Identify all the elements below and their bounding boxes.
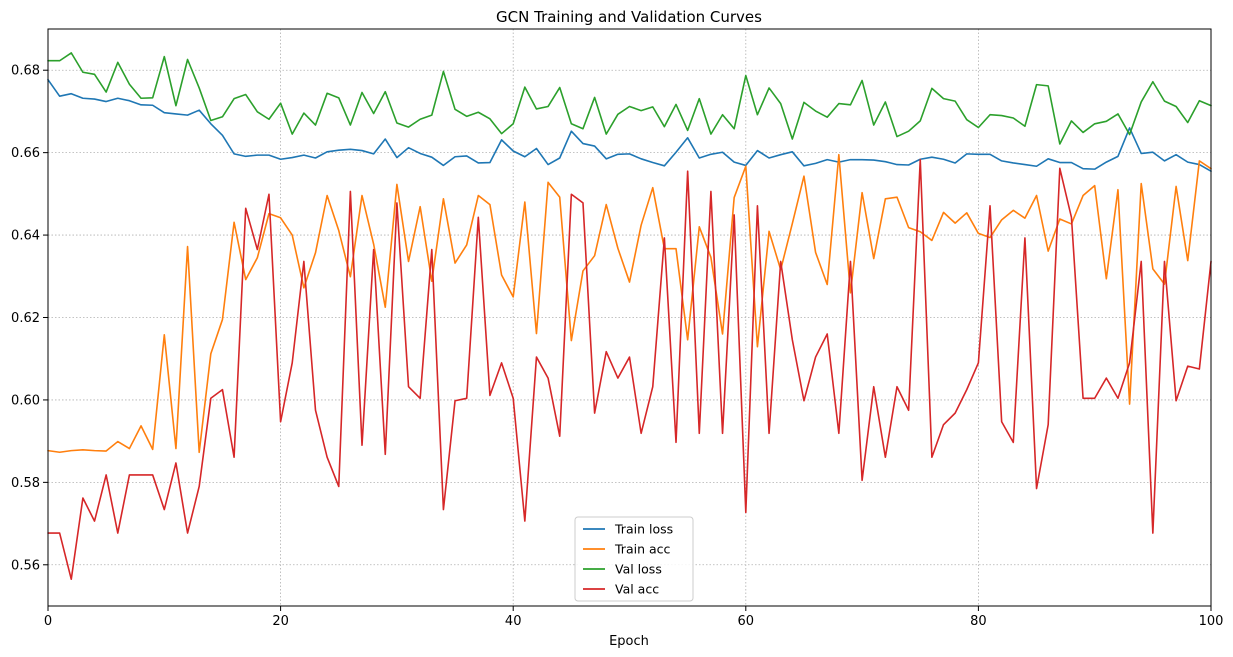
series-line-train-acc	[47, 153, 1212, 454]
y-tick-label: 0.58	[11, 476, 40, 491]
y-tick-label: 0.68	[11, 64, 40, 79]
series-line-val-loss	[47, 52, 1212, 145]
x-tick-label: 80	[970, 614, 987, 629]
x-tick-label: 20	[272, 614, 289, 629]
chart-title: GCN Training and Validation Curves	[496, 8, 762, 26]
plot-series	[47, 52, 1212, 581]
x-tick-label: 0	[44, 614, 52, 629]
y-tick-label: 0.66	[11, 146, 40, 161]
series-line-val-acc	[47, 158, 1212, 581]
legend-label-train-loss: Train loss	[614, 522, 673, 537]
legend-label-val-loss: Val loss	[615, 562, 662, 577]
y-tick-label: 0.62	[11, 311, 40, 326]
y-tick-label: 0.64	[11, 229, 40, 244]
legend-label-val-acc: Val acc	[615, 582, 659, 597]
legend: Train loss Train acc Val loss Val acc	[574, 516, 694, 602]
legend-label-train-acc: Train acc	[614, 542, 670, 557]
x-tick-label: 60	[738, 614, 755, 629]
legend-box	[574, 516, 694, 602]
x-axis-label: Epoch	[609, 634, 649, 649]
y-tick-label: 0.60	[11, 393, 40, 408]
series-line-train-loss	[47, 78, 1212, 172]
x-tick-label: 100	[1199, 614, 1224, 629]
y-tick-label: 0.56	[11, 558, 40, 573]
axis-ticks: 0 20 40 60 80 100 0.56 0.58 0.60 0.62 0.64 0.66 0.68	[11, 64, 1223, 629]
x-tick-label: 40	[505, 614, 522, 629]
